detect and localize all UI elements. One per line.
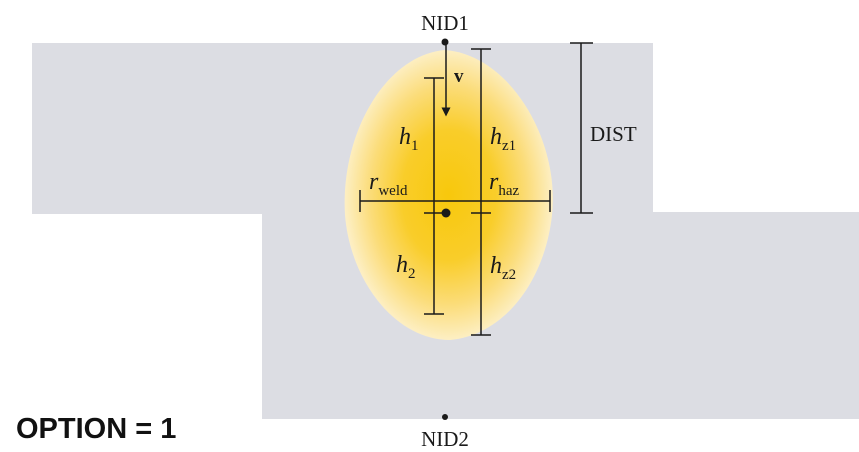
r-haz-label: rhaz	[489, 169, 520, 199]
r-weld-label: rweld	[369, 169, 408, 199]
r-haz-base: r	[489, 169, 499, 195]
upper-sheet	[32, 43, 653, 214]
hz1-label: hz1	[490, 124, 516, 154]
hz2-sub: z2	[502, 267, 516, 283]
velocity-label: v	[454, 66, 464, 87]
nid1-label: NID1	[421, 11, 469, 35]
hz1-base: h	[490, 124, 502, 150]
h2-label: h2	[396, 252, 416, 282]
r-haz-sub: haz	[498, 183, 519, 199]
h2-sub: 2	[408, 266, 416, 282]
hz2-base: h	[490, 253, 502, 279]
h1-base: h	[399, 124, 411, 150]
center-point	[441, 208, 451, 218]
dist-label: DIST	[590, 122, 637, 146]
h1-sub: 1	[411, 138, 419, 154]
option-label: OPTION = 1	[16, 413, 177, 445]
h2-base: h	[396, 252, 408, 278]
nid2-point	[442, 414, 448, 420]
r-weld-base: r	[369, 169, 379, 195]
nid2-label: NID2	[421, 427, 469, 451]
hz1-sub: z1	[502, 138, 516, 154]
h1-label: h1	[399, 124, 419, 154]
hz2-label: hz2	[490, 253, 516, 283]
nid1-point	[441, 38, 449, 46]
r-weld-sub: weld	[378, 183, 408, 199]
weld-nugget	[344, 50, 553, 340]
